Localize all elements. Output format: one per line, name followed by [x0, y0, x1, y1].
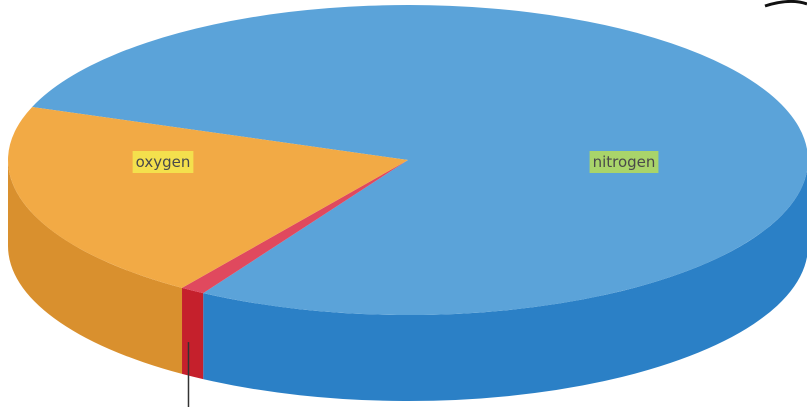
pie-slice-trace — [182, 160, 408, 294]
pie-side-nitrogen — [203, 170, 807, 402]
pie-sides — [8, 160, 807, 402]
slice-label-highlight — [132, 151, 194, 173]
slice-label-highlight — [589, 151, 659, 173]
corner-stroke — [764, 0, 807, 8]
slice-label-nitrogen: nitrogen — [589, 151, 659, 173]
slice-label-oxygen: oxygen — [132, 151, 194, 173]
pie-side-trace — [182, 287, 204, 380]
pie-slice-oxygen — [7, 106, 409, 288]
pie-side-oxygen — [8, 160, 183, 374]
slice-label-text: oxygen — [136, 153, 191, 171]
pie-labels: nitrogen oxygen — [132, 151, 659, 173]
pie-slice-nitrogen — [32, 5, 807, 315]
slice-label-text: nitrogen — [593, 153, 656, 171]
pie-tops — [7, 5, 807, 315]
